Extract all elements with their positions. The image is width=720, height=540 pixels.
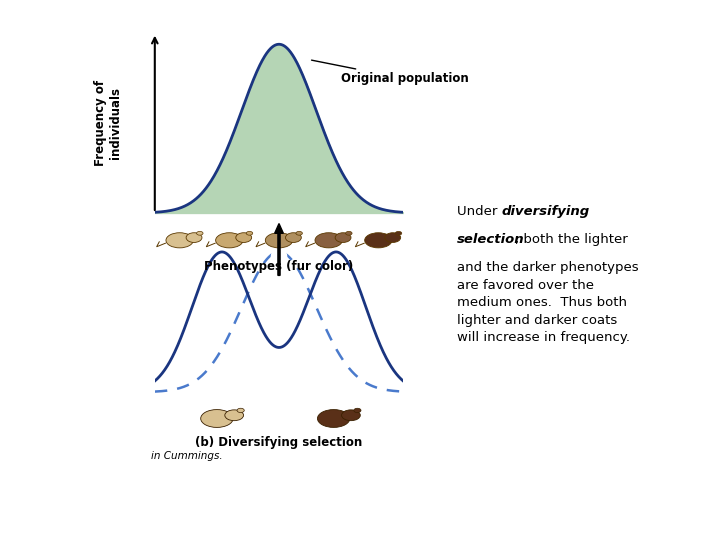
- Text: Original population: Original population: [312, 60, 469, 85]
- Text: (b) Diversifying selection: (b) Diversifying selection: [195, 436, 363, 449]
- Text: Frequency of
individuals: Frequency of individuals: [94, 80, 122, 166]
- Text: and the darker phenotypes
are favored over the
medium ones.  Thus both
lighter a: and the darker phenotypes are favored ov…: [457, 261, 639, 345]
- Text: Under: Under: [457, 205, 502, 218]
- Text: diversifying: diversifying: [502, 205, 590, 218]
- Text: Phenotypes (fur color): Phenotypes (fur color): [204, 260, 354, 273]
- Text: selection: selection: [457, 233, 525, 246]
- Text: , both the lighter: , both the lighter: [515, 233, 628, 246]
- Text: in Cummings.: in Cummings.: [151, 451, 222, 461]
